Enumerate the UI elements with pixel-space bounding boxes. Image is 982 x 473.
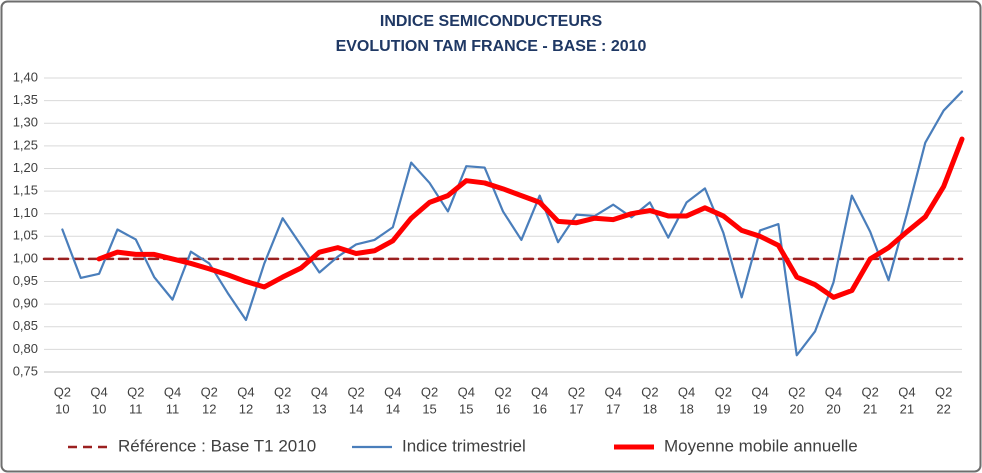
- y-tick-label: 1,15: [13, 183, 38, 198]
- y-tick-label: 1,10: [13, 205, 38, 220]
- x-tick-label: 19: [753, 401, 767, 416]
- x-tick-label: Q2: [421, 384, 438, 399]
- legend-label: Référence : Base T1 2010: [118, 436, 316, 455]
- x-tick-label: Q4: [531, 384, 548, 399]
- x-tick-label: Q2: [347, 384, 364, 399]
- x-tick-label: 18: [643, 401, 657, 416]
- series-line: [96, 136, 965, 300]
- x-tick-label: 12: [202, 401, 216, 416]
- legend-label: Indice trimestriel: [402, 436, 526, 455]
- x-tick-label: Q4: [311, 384, 328, 399]
- y-tick-label: 0,85: [13, 318, 38, 333]
- x-tick-label: Q4: [751, 384, 768, 399]
- x-tick-label: 15: [422, 401, 436, 416]
- x-tick-label: 14: [349, 401, 363, 416]
- x-tick-label: Q4: [458, 384, 475, 399]
- x-tick-label: Q2: [641, 384, 658, 399]
- x-tick-label: Q2: [494, 384, 511, 399]
- y-tick-label: 1,30: [13, 115, 38, 130]
- y-tick-label: 0,75: [13, 363, 38, 378]
- x-tick-label: Q2: [127, 384, 144, 399]
- y-tick-label: 0,90: [13, 296, 38, 311]
- y-tick-label: 1,00: [13, 250, 38, 265]
- x-tick-label: 12: [239, 401, 253, 416]
- x-tick-label: Q4: [898, 384, 915, 399]
- x-tick-label: Q2: [715, 384, 732, 399]
- legend-label: Moyenne mobile annuelle: [664, 436, 858, 455]
- x-tick-label: 11: [166, 401, 180, 416]
- x-tick-label: Q4: [384, 384, 401, 399]
- x-tick-label: Q2: [862, 384, 879, 399]
- y-tick-label: 0,80: [13, 341, 38, 356]
- x-tick-label: 20: [826, 401, 840, 416]
- x-tick-label: Q2: [201, 384, 218, 399]
- x-tick-label: 15: [459, 401, 473, 416]
- y-tick-label: 1,25: [13, 137, 38, 152]
- x-tick-label: 19: [716, 401, 730, 416]
- x-tick-label: 18: [679, 401, 693, 416]
- x-tick-label: Q4: [164, 384, 181, 399]
- x-tick-label: Q2: [54, 384, 71, 399]
- x-tick-label: 14: [386, 401, 400, 416]
- x-tick-label: 17: [569, 401, 583, 416]
- x-tick-label: 13: [312, 401, 326, 416]
- x-tick-label: 10: [92, 401, 106, 416]
- x-tick-label: Q2: [935, 384, 952, 399]
- y-tick-label: 1,20: [13, 160, 38, 175]
- y-tick-label: 1,40: [13, 69, 38, 84]
- x-tick-label: 21: [900, 401, 914, 416]
- x-tick-label: Q4: [237, 384, 254, 399]
- chart-title: INDICE SEMICONDUCTEURS: [380, 13, 603, 30]
- chart-subtitle: EVOLUTION TAM FRANCE - BASE : 2010: [336, 38, 647, 55]
- y-tick-label: 0,95: [13, 273, 38, 288]
- x-tick-label: 13: [275, 401, 289, 416]
- x-tick-label: Q2: [788, 384, 805, 399]
- y-tick-label: 1,35: [13, 92, 38, 107]
- x-tick-label: 16: [532, 401, 546, 416]
- x-tick-label: 16: [496, 401, 510, 416]
- x-tick-label: 22: [936, 401, 950, 416]
- x-tick-label: 21: [863, 401, 877, 416]
- x-tick-label: Q4: [678, 384, 695, 399]
- x-tick-label: 17: [606, 401, 620, 416]
- y-tick-label: 1,05: [13, 228, 38, 243]
- x-tick-label: 20: [790, 401, 804, 416]
- x-tick-label: Q4: [604, 384, 621, 399]
- x-tick-label: 11: [129, 401, 143, 416]
- x-tick-label: Q2: [274, 384, 291, 399]
- x-tick-label: Q4: [825, 384, 842, 399]
- x-tick-label: 10: [55, 401, 69, 416]
- x-tick-label: Q4: [90, 384, 107, 399]
- x-tick-label: Q2: [568, 384, 585, 399]
